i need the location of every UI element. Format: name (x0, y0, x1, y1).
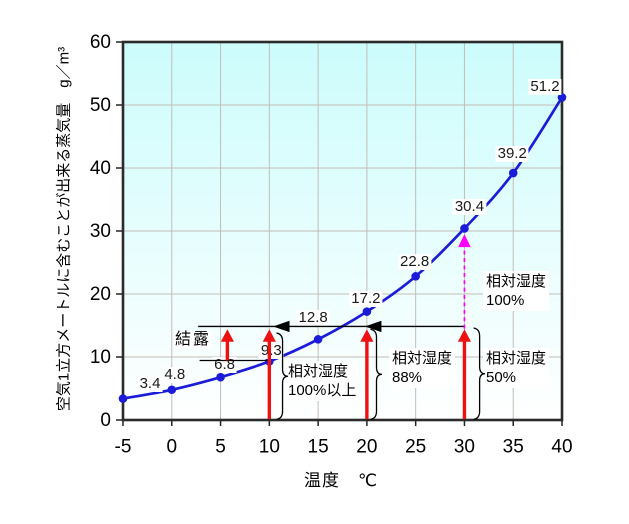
humidity-label-line: 相対湿度 (486, 273, 547, 290)
x-tick-label: -5 (114, 436, 132, 458)
x-tick-label: 20 (356, 436, 378, 458)
y-tick-label: 0 (100, 410, 111, 431)
y-tick-label: 60 (89, 32, 111, 53)
data-point-label: 51.2 (528, 78, 562, 96)
data-point (508, 168, 518, 178)
humidity-label-h100plus: 相対湿度 100%以上 (285, 361, 360, 401)
x-tick-label: 15 (307, 436, 329, 458)
x-tick-label: 0 (166, 436, 178, 458)
data-point-label: 30.4 (452, 198, 487, 216)
x-tick-label: 5 (215, 436, 226, 458)
data-point (216, 372, 225, 382)
humidity-label-line: 100%以上 (288, 382, 357, 399)
x-tick-label: 30 (453, 436, 476, 458)
condensation-label: 結露 (174, 331, 213, 348)
humidity-label-h88: 相対湿度 88% (389, 348, 456, 388)
data-point (460, 224, 469, 233)
data-point-label: 3.4 (137, 374, 163, 392)
data-point-label: 9.3 (258, 342, 284, 360)
humidity-label-h100: 相対湿度 100% (483, 271, 550, 311)
data-point (362, 307, 372, 316)
humidity-label-line: 相対湿度 (486, 350, 547, 367)
data-point (167, 385, 177, 395)
x-tick-label: 10 (258, 436, 280, 458)
humidity-label-line: 100% (486, 292, 525, 309)
data-point-label: 17.2 (349, 289, 383, 307)
curly-brace (276, 332, 289, 421)
curly-brace (370, 328, 383, 421)
left-arrowhead (364, 320, 382, 333)
data-point-label: 22.8 (398, 253, 432, 271)
data-point-label: 4.8 (162, 365, 188, 383)
y-tick-label: 10 (89, 347, 111, 368)
x-tick-label: 40 (551, 436, 573, 458)
data-point (118, 394, 128, 403)
red-up-arrowhead (262, 329, 276, 342)
y-tick-label: 50 (89, 95, 111, 116)
humidity-label-h50: 相対湿度 50% (483, 348, 550, 388)
plot-border (121, 40, 564, 422)
x-axis-title: 温度 ℃ (304, 471, 379, 490)
magenta-up-arrowhead (458, 234, 471, 248)
y-tick-label: 30 (89, 221, 111, 242)
data-point (313, 335, 323, 344)
y-axis-title: 空気1立方メートルに含むことが出来る蒸気量 g／m³ (55, 46, 73, 412)
curve-line (122, 96, 564, 400)
red-up-arrowhead (457, 329, 472, 342)
humidity-label-line: 88% (392, 369, 423, 386)
x-tick-label: 25 (405, 436, 427, 458)
humidity-label-line: 50% (486, 369, 517, 386)
red-up-arrowhead (220, 329, 234, 342)
y-tick-label: 20 (89, 284, 111, 305)
humidity-label-line: 相対湿度 (392, 350, 453, 367)
red-up-arrowhead (360, 329, 374, 342)
humidity-label-line: 相対湿度 (288, 363, 349, 380)
left-arrowhead (273, 320, 290, 333)
data-point-label: 39.2 (495, 145, 529, 163)
data-point (411, 272, 420, 281)
data-point-label: 12.8 (296, 309, 330, 327)
curly-brace (473, 327, 486, 421)
y-tick-label: 40 (89, 158, 111, 179)
x-tick-label: 35 (502, 436, 524, 458)
